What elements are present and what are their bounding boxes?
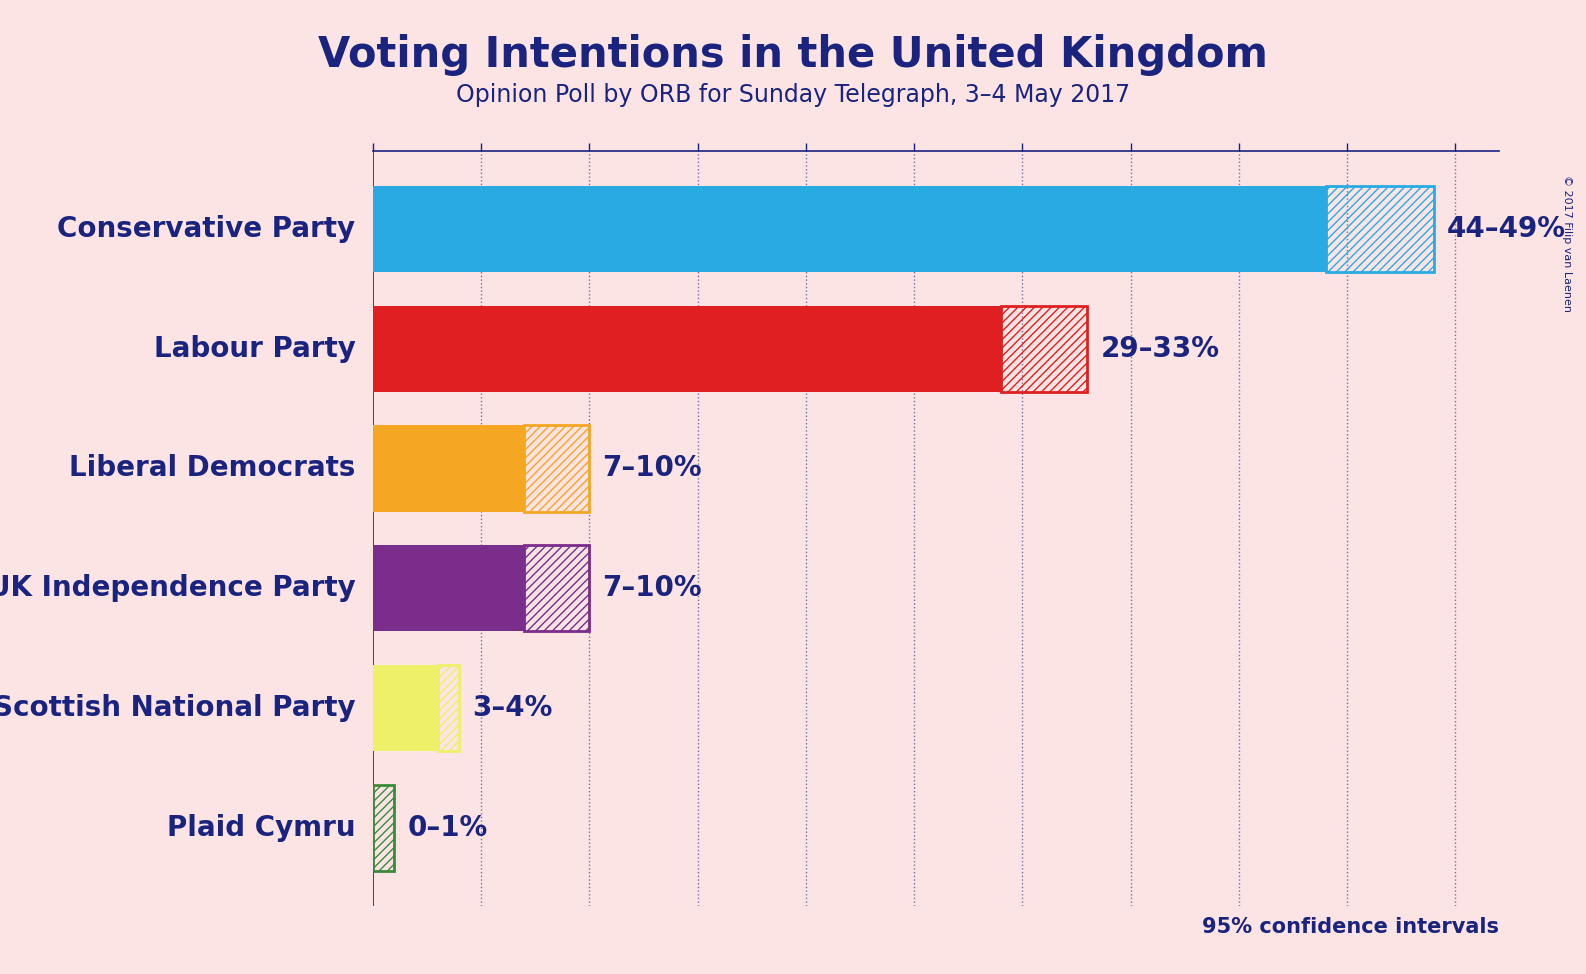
Text: 3–4%: 3–4% — [473, 694, 552, 722]
Text: 0–1%: 0–1% — [408, 814, 487, 842]
Bar — [373, 785, 395, 871]
Bar — [373, 665, 438, 751]
Bar — [438, 665, 460, 751]
Text: 7–10%: 7–10% — [603, 455, 703, 482]
Text: 95% confidence intervals: 95% confidence intervals — [1202, 917, 1499, 937]
Text: 29–33%: 29–33% — [1101, 335, 1220, 362]
Text: Labour Party: Labour Party — [154, 335, 355, 362]
Text: Liberal Democrats: Liberal Democrats — [70, 455, 355, 482]
Text: Conservative Party: Conservative Party — [57, 215, 355, 243]
Text: 7–10%: 7–10% — [603, 575, 703, 602]
Text: UK Independence Party: UK Independence Party — [0, 575, 355, 602]
Bar — [373, 306, 1001, 392]
Bar — [525, 426, 590, 511]
Bar — [373, 545, 525, 631]
Text: Voting Intentions in the United Kingdom: Voting Intentions in the United Kingdom — [319, 34, 1267, 76]
Text: Scottish National Party: Scottish National Party — [0, 694, 355, 722]
Text: Opinion Poll by ORB for Sunday Telegraph, 3–4 May 2017: Opinion Poll by ORB for Sunday Telegraph… — [455, 83, 1131, 107]
Text: Plaid Cymru: Plaid Cymru — [167, 814, 355, 842]
Bar — [1001, 306, 1088, 392]
Bar — [525, 545, 590, 631]
Bar — [1326, 186, 1434, 272]
Text: © 2017 Filip van Laenen: © 2017 Filip van Laenen — [1562, 175, 1572, 313]
Text: 44–49%: 44–49% — [1446, 215, 1565, 243]
Bar — [373, 186, 1326, 272]
Bar — [373, 426, 525, 511]
